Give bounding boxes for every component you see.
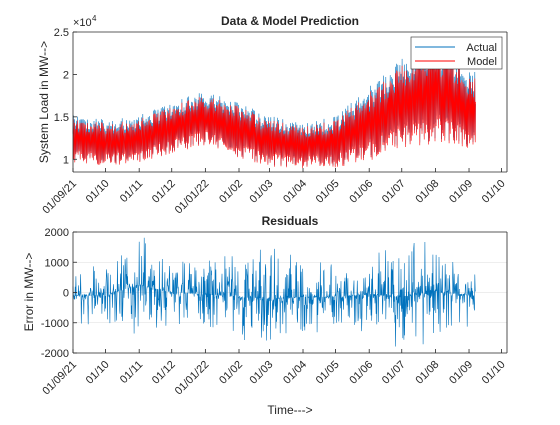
bottom-x-tick-label: 01/03 (248, 359, 276, 387)
bottom-y-tick-label: -2000 (41, 348, 69, 360)
top-x-tick-label: 01/11 (118, 178, 145, 205)
top-series-traces (72, 40, 476, 169)
top-x-tick-label: 01/04 (281, 178, 309, 206)
bottom-x-tick-label: 01/11 (118, 359, 145, 386)
top-x-tick-label: 01/02 (217, 178, 245, 206)
legend-box (410, 36, 503, 70)
top-y-tick-label: 1 (63, 154, 69, 166)
top-x-tick-label: 01/03 (248, 178, 276, 206)
bottom-x-tick-label: 01/10 (480, 359, 508, 387)
bottom-y-tick-label: 2000 (45, 227, 69, 239)
top-x-tick-label: 01/12 (150, 178, 178, 206)
bottom-x-tick-label: 01/05 (314, 359, 342, 387)
bottom-x-tick-label: 01/04 (281, 359, 309, 387)
top-y-exponent-power: 4 (92, 14, 97, 23)
bottom-x-tick-label: 01/06 (347, 359, 375, 387)
top-x-tick-label: 01/01/22 (173, 178, 212, 217)
top-x-tick-label: 01/06 (347, 178, 375, 206)
top-y-tick-label: 1.5 (54, 112, 69, 124)
bottom-x-tick-label: 01/09 (447, 359, 475, 387)
bottom-y-tick-label: 0 (63, 288, 69, 300)
bottom-plot-title: Residuals (262, 214, 319, 228)
top-y-exponent: ×10 4 (73, 14, 97, 29)
top-y-tick-label: 2.5 (54, 27, 69, 39)
bottom-x-tick-label: 01/07 (380, 359, 408, 387)
top-x-tick-label: 01/10 (84, 178, 112, 206)
bottom-y-tick-label: 1000 (45, 257, 69, 269)
top-y-tick-label: 2 (63, 69, 69, 81)
top-x-tick-label: 01/08 (414, 178, 442, 206)
top-x-tick-label: 01/09 (447, 178, 475, 206)
top-series-model-line (72, 48, 476, 169)
legend-actual-label: Actual (466, 42, 497, 54)
bottom-y-tick-label: -1000 (41, 318, 69, 330)
bottom-x-tick-label: 01/08 (414, 359, 442, 387)
bottom-x-axis-label: Time---> (267, 403, 312, 417)
top-x-tick-label: 01/07 (380, 178, 408, 206)
top-x-tick-label: 01/05 (314, 178, 342, 206)
bottom-x-tick-label: 01/09/21 (40, 359, 79, 398)
bottom-x-tick-label: 01/10 (84, 359, 112, 387)
top-y-axis-label: System Load in MW--> (37, 41, 51, 163)
bottom-y-axis-label: Error in MW--> (22, 253, 36, 332)
top-x-tick-label: 01/10 (480, 178, 508, 206)
bottom-x-tick-label: 01/01/22 (173, 359, 212, 398)
top-legend: Actual Model (410, 36, 503, 70)
top-plot-title: Data & Model Prediction (221, 14, 359, 28)
bottom-x-tick-label: 01/02 (217, 359, 245, 387)
bottom-x-tick-label: 01/12 (150, 359, 178, 387)
legend-model-label: Model (467, 56, 497, 68)
bottom-series-residuals-line (72, 237, 476, 347)
top-y-exponent-base: ×10 (73, 17, 92, 29)
top-x-tick-label: 01/09/21 (40, 178, 79, 217)
bottom-series-traces (72, 237, 476, 347)
